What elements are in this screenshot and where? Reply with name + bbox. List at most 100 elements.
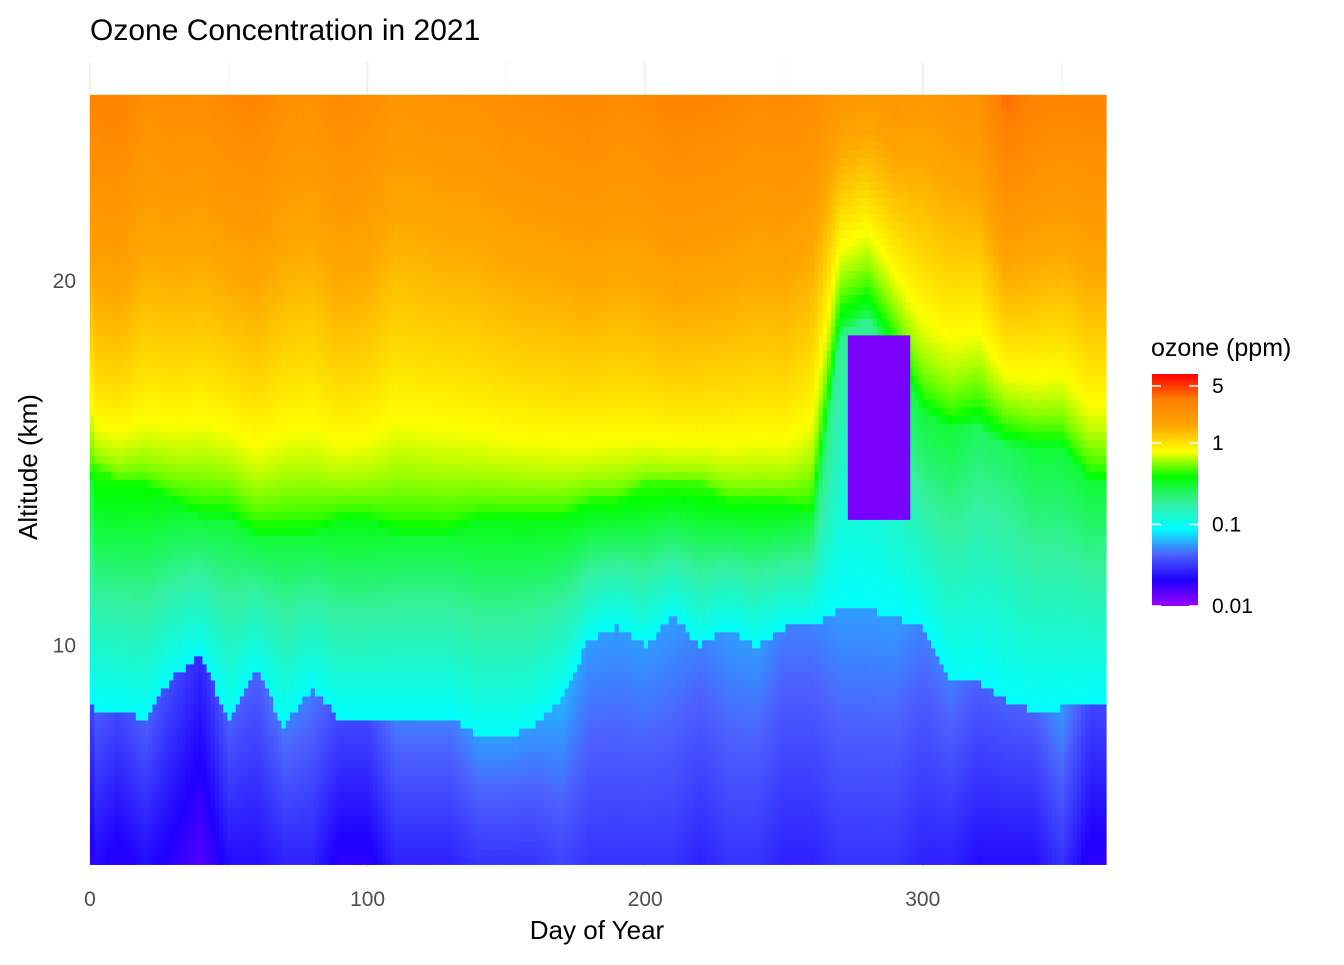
heatmap-cell [132, 423, 137, 432]
heatmap-cell [94, 776, 99, 785]
heatmap-cell [136, 760, 141, 769]
heatmap-cell [265, 375, 270, 384]
heatmap-cell [240, 608, 245, 617]
heatmap-cell [207, 760, 212, 769]
heatmap-cell [169, 230, 174, 239]
heatmap-cell [140, 768, 145, 777]
heatmap-cell [290, 848, 295, 857]
heatmap-cell [182, 182, 187, 191]
heatmap-cell [182, 166, 187, 175]
heatmap-cell [211, 391, 216, 400]
heatmap-cell [186, 399, 191, 408]
heatmap-cell [157, 287, 162, 296]
heatmap-cell [252, 600, 257, 609]
heatmap-cell [177, 511, 182, 520]
heatmap-cell [140, 704, 145, 713]
heatmap-cell [173, 551, 178, 560]
heatmap-cell [232, 768, 237, 777]
heatmap-cell [165, 511, 170, 520]
heatmap-cell [161, 263, 166, 272]
heatmap-cell [165, 664, 170, 673]
heatmap-cell [294, 495, 299, 504]
heatmap-cell [186, 255, 191, 264]
heatmap-cell [207, 303, 212, 312]
heatmap-cell [236, 800, 241, 809]
heatmap-cell [223, 592, 228, 601]
heatmap-cell [211, 519, 216, 528]
heatmap-cell [207, 672, 212, 681]
heatmap-cell [148, 535, 153, 544]
heatmap-cell [127, 255, 132, 264]
heatmap-cell [148, 255, 153, 264]
heatmap-cell [202, 399, 207, 408]
heatmap-cell [165, 559, 170, 568]
heatmap-cell [190, 816, 195, 825]
heatmap-cell [207, 214, 212, 223]
heatmap-cell [207, 648, 212, 657]
heatmap-cell [177, 247, 182, 256]
heatmap-cell [244, 279, 249, 288]
heatmap-cell [265, 399, 270, 408]
heatmap-cell [111, 720, 116, 729]
heatmap-cell [269, 439, 274, 448]
heatmap-cell [294, 704, 299, 713]
heatmap-cell [144, 856, 149, 865]
heatmap-cell [240, 752, 245, 761]
heatmap-cell [111, 415, 116, 424]
heatmap-cell [277, 672, 282, 681]
heatmap-cell [119, 319, 124, 328]
heatmap-cell [152, 495, 157, 504]
heatmap-cell [140, 150, 145, 159]
heatmap-cell [182, 535, 187, 544]
heatmap-cell [202, 800, 207, 809]
heatmap-cell [244, 672, 249, 681]
heatmap-cell [107, 102, 112, 111]
heatmap-cell [202, 543, 207, 552]
heatmap-cell [132, 800, 137, 809]
heatmap-cell [294, 816, 299, 825]
heatmap-cell [123, 407, 128, 416]
heatmap-cell [302, 439, 307, 448]
heatmap-cell [127, 311, 132, 320]
heatmap-cell [194, 255, 199, 264]
heatmap-cell [90, 495, 95, 504]
heatmap-cell [211, 335, 216, 344]
heatmap-cell [152, 559, 157, 568]
heatmap-cell [265, 824, 270, 833]
heatmap-cell [207, 367, 212, 376]
heatmap-cell [152, 712, 157, 721]
heatmap-cell [227, 471, 232, 480]
heatmap-cell [140, 198, 145, 207]
heatmap-cell [298, 214, 303, 223]
heatmap-cell [236, 343, 241, 352]
heatmap-cell [102, 479, 107, 488]
heatmap-cell [294, 134, 299, 143]
heatmap-cell [252, 295, 257, 304]
heatmap-cell [111, 824, 116, 833]
heatmap-cell [115, 559, 120, 568]
heatmap-cell [157, 182, 162, 191]
heatmap-cell [119, 479, 124, 488]
heatmap-cell [207, 263, 212, 272]
heatmap-cell [302, 263, 307, 272]
heatmap-cell [119, 688, 124, 697]
heatmap-cell [102, 383, 107, 392]
heatmap-cell [198, 848, 203, 857]
heatmap-cell [286, 303, 291, 312]
heatmap-cell [211, 295, 216, 304]
heatmap-cell [227, 166, 232, 175]
heatmap-cell [261, 704, 266, 713]
heatmap-cell [98, 744, 103, 753]
heatmap-cell [227, 190, 232, 199]
heatmap-cell [194, 543, 199, 552]
heatmap-cell [298, 808, 303, 817]
heatmap-cell [165, 495, 170, 504]
heatmap-cell [148, 808, 153, 817]
heatmap-cell [252, 768, 257, 777]
heatmap-cell [98, 784, 103, 793]
heatmap-cell [252, 487, 257, 496]
heatmap-cell [144, 519, 149, 528]
heatmap-cell [107, 559, 112, 568]
heatmap-cell [107, 784, 112, 793]
heatmap-cell [219, 527, 224, 536]
